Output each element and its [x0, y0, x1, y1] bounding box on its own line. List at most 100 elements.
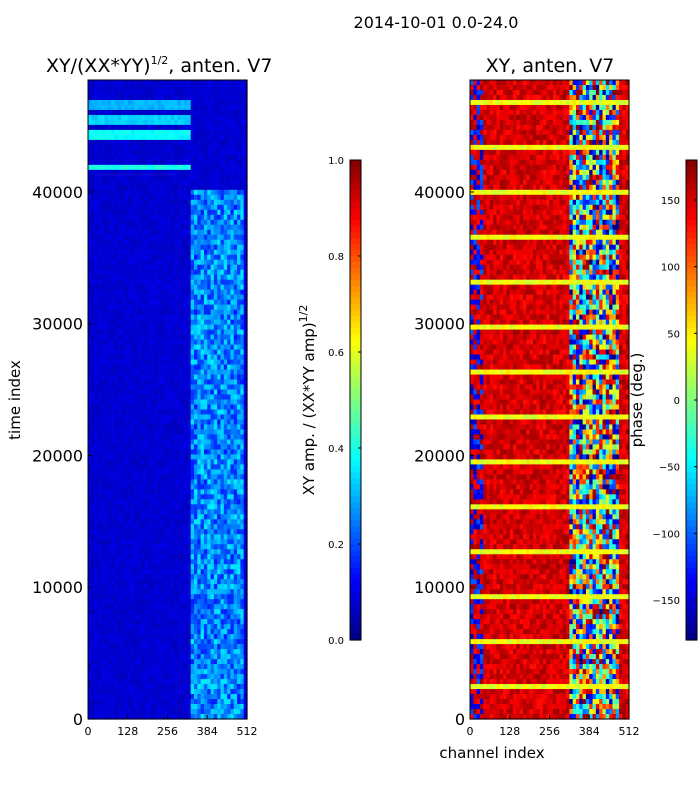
heat-cell [141, 524, 145, 530]
heat-cell [101, 399, 106, 406]
heat-cell [134, 199, 139, 206]
heat-cell [164, 294, 169, 301]
heat-cell [101, 80, 106, 86]
heat-cell [154, 229, 159, 236]
heat-cell [220, 524, 225, 530]
heat-cell [104, 184, 109, 191]
heat-cell [180, 124, 185, 131]
heat-cell [114, 549, 119, 555]
heat-cell [131, 399, 135, 406]
heat-cell [147, 404, 152, 411]
heat-cell [200, 169, 205, 176]
heat-cell [104, 554, 109, 560]
heat-cell [104, 284, 109, 291]
heat-cell [230, 489, 235, 495]
heat-cell [203, 99, 208, 106]
heat-cell [101, 189, 106, 196]
heat-cell [213, 194, 218, 201]
heat-cell [147, 414, 152, 421]
heat-cell [121, 359, 126, 366]
heat-cell [141, 444, 145, 451]
heat-cell [240, 279, 245, 286]
heat-cell [207, 399, 212, 406]
heat-cell [207, 519, 212, 525]
heat-cell [227, 164, 232, 171]
heat-cell [141, 389, 145, 396]
heat-cell [237, 499, 241, 505]
heat-cell [170, 374, 175, 381]
heat-cell [180, 419, 185, 426]
heat-cell [94, 389, 99, 396]
heat-cell [160, 214, 165, 221]
heat-cell [184, 94, 188, 101]
heat-cell [210, 169, 215, 176]
heat-cell [197, 89, 202, 96]
heat-cell [104, 104, 109, 111]
heat-cell [243, 349, 248, 356]
heat-cell [184, 189, 188, 196]
heat-cell [230, 329, 235, 336]
heat-cell [134, 164, 139, 171]
heat-cell [223, 119, 228, 126]
heat-cell [190, 80, 195, 86]
heat-cell [177, 499, 182, 505]
heat-cell [157, 434, 162, 441]
heat-cell [213, 189, 218, 196]
heat-cell [160, 109, 165, 116]
heat-cell [220, 349, 225, 356]
heat-cell [137, 434, 142, 441]
heat-cell [160, 399, 165, 406]
heat-cell [134, 279, 139, 286]
heat-cell [91, 439, 96, 446]
heat-cell [187, 204, 192, 211]
heat-cell [184, 449, 188, 456]
heat-cell [167, 434, 172, 441]
heat-cell [127, 104, 132, 111]
heat-cell [174, 89, 179, 96]
heat-cell [203, 284, 208, 291]
heat-cell [187, 284, 192, 291]
heat-cell [177, 224, 182, 231]
heat-cell [167, 389, 172, 396]
heat-cell [104, 89, 109, 96]
heat-cell [190, 554, 195, 560]
heat-cell [190, 539, 195, 545]
heat-cell [114, 84, 119, 91]
heat-cell [160, 299, 165, 306]
heat-cell [220, 429, 225, 436]
heat-cell [243, 434, 248, 441]
heat-cell [94, 394, 99, 401]
heat-cell [137, 514, 142, 520]
heat-cell [240, 344, 245, 351]
heat-cell [117, 549, 122, 555]
heat-cell [187, 124, 192, 131]
heat-cell [220, 549, 225, 555]
heat-cell [141, 234, 145, 241]
heat-cell [144, 439, 149, 446]
heat-cell [150, 489, 155, 495]
heat-cell [164, 524, 169, 530]
heat-cell [91, 489, 96, 495]
heat-cell [200, 409, 205, 416]
heat-cell [194, 214, 198, 221]
heat-cell [233, 80, 238, 86]
heat-cell [180, 80, 185, 86]
heat-cell [150, 554, 155, 560]
heat-cell [114, 199, 119, 206]
heat-cell [200, 234, 205, 241]
heat-cell [217, 329, 222, 336]
heat-cell [147, 269, 152, 276]
heat-cell [174, 444, 179, 451]
heat-cell [97, 559, 102, 565]
heat-cell [170, 269, 175, 276]
heat-cell [217, 134, 222, 141]
heat-cell [207, 274, 212, 281]
heat-cell [157, 444, 162, 451]
heat-cell [213, 229, 218, 236]
heat-cell [220, 444, 225, 451]
heat-cell [167, 244, 172, 251]
heat-cell [180, 459, 185, 465]
heat-cell [114, 279, 119, 286]
heat-cell [227, 424, 232, 431]
heat-cell [107, 224, 112, 231]
